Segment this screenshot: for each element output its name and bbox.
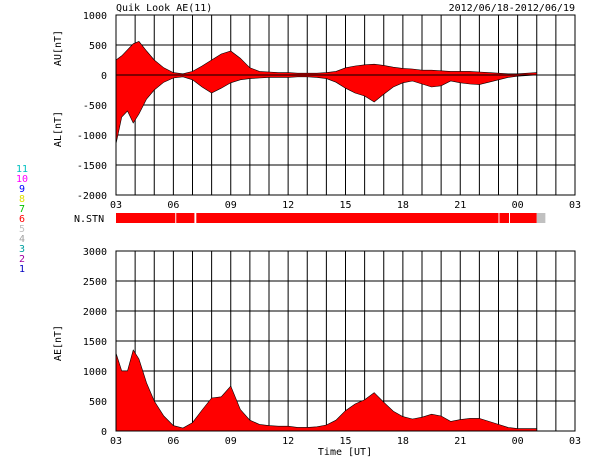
x-tick-label: 21 [454,200,466,211]
x-tick-label: 18 [397,436,409,447]
x-tick-label: 03 [569,436,581,447]
panel-frame [115,250,576,432]
x-tick-label: 15 [339,436,351,447]
x-tick-label: 03 [110,200,122,211]
legend-station-9: 9 [19,184,25,195]
nstn-segment-5 [536,213,546,223]
x-axis-label: Time [UT] [318,447,372,458]
nstn-segment-0 [116,213,176,223]
panel-frame [115,14,576,196]
al-axis-label: AL[nT] [53,111,64,147]
nstn-label: N.STN [74,214,104,225]
date-range: 2012/06/18-2012/06/19 [449,3,575,14]
nstn-bar [116,213,546,223]
legend-station-10: 10 [16,174,28,185]
nstn-segment-2 [196,213,499,223]
legend-station-1: 1 [19,264,25,275]
x-tick-label: 12 [282,436,294,447]
x-tick-label: 09 [225,436,237,447]
chart-title: Quik Look AE(11) [116,3,212,14]
y-tick-label: 2500 [83,277,107,288]
legend-station-7: 7 [19,204,25,215]
y-tick-label: 1000 [83,367,107,378]
x-tick-label: 06 [167,200,179,211]
legend-station-3: 3 [19,244,25,255]
y-tick-label: 1500 [83,337,107,348]
y-tick-label: -1500 [77,161,107,172]
y-tick-label: 0 [101,71,107,82]
legend-station-2: 2 [19,254,25,265]
x-tick-label: 15 [339,200,351,211]
legend-station-6: 6 [19,214,25,225]
x-tick-label: 18 [397,200,409,211]
x-tick-label: 00 [512,200,524,211]
y-tick-label: -500 [83,101,107,112]
nstn-segment-4 [509,213,537,223]
ae-axis-label: AE[nT] [53,325,64,361]
x-tick-label: 06 [167,436,179,447]
nstn-segment-3 [499,213,510,223]
x-tick-label: 09 [225,200,237,211]
y-tick-label: 0 [101,427,107,438]
legend-station-4: 4 [19,234,25,245]
x-tick-label: 03 [110,436,122,447]
y-tick-label: -1000 [77,131,107,142]
nstn-segment-1 [176,213,195,223]
x-tick-label: 00 [512,436,524,447]
legend-station-8: 8 [19,194,25,205]
y-tick-label: 500 [89,397,107,408]
x-tick-label: 03 [569,200,581,211]
legend-station-11: 11 [16,164,28,175]
y-tick-label: 1000 [83,11,107,22]
au-axis-label: AU[nT] [53,30,64,66]
y-tick-label: 3000 [83,247,107,258]
x-tick-label: 12 [282,200,294,211]
legend-station-5: 5 [19,224,25,235]
ae-area [115,349,538,432]
y-tick-label: 500 [89,41,107,52]
y-tick-label: -2000 [77,191,107,202]
y-tick-label: 2000 [83,307,107,318]
x-tick-label: 21 [454,436,466,447]
